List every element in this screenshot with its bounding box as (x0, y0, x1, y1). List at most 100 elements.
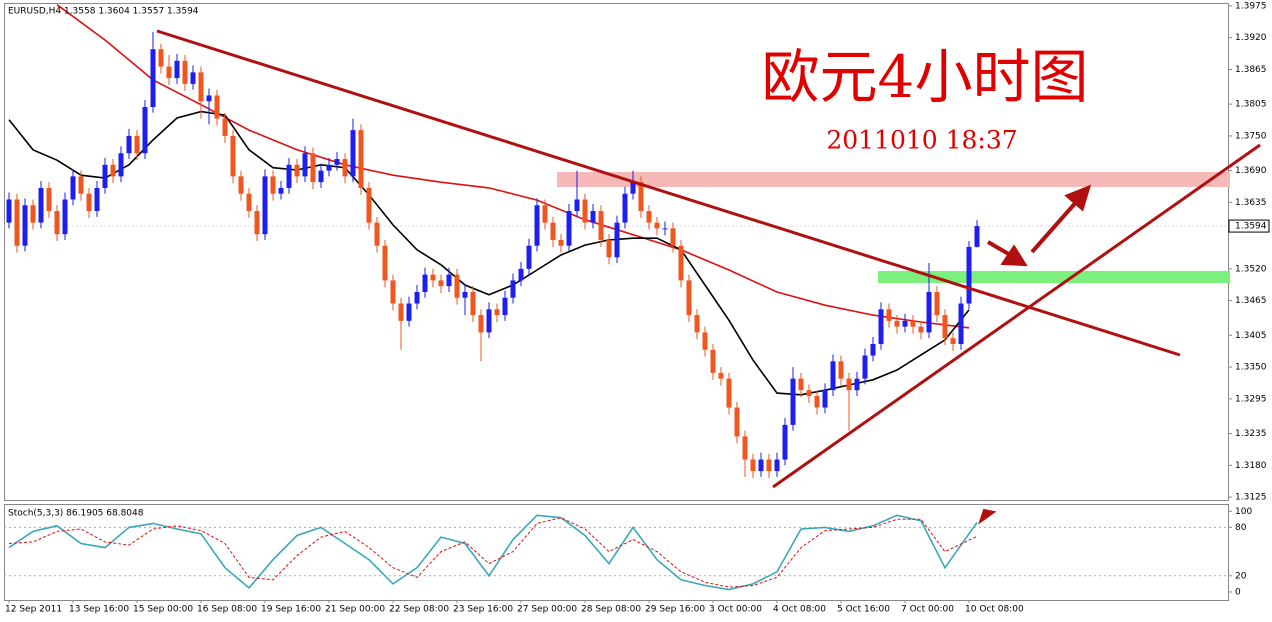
candle-body (150, 49, 156, 108)
x-tick-label: 3 Oct 00:00 (709, 605, 762, 615)
candle-body (806, 390, 812, 396)
stoch-label: Stoch(5,3,3) 86.1905 68.8048 (8, 509, 144, 519)
candle-body (318, 170, 324, 183)
candle-body (262, 176, 268, 235)
candle-body (638, 182, 644, 212)
candle-body (102, 164, 108, 188)
last-price-box (1228, 219, 1270, 233)
x-tick-label: 12 Sep 2011 (5, 605, 62, 615)
candle-body (422, 274, 428, 292)
candle-body (6, 199, 12, 223)
x-tick-label: 10 Oct 08:00 (965, 605, 1024, 615)
candle-body (86, 193, 92, 212)
candle-body (374, 222, 380, 246)
candle-body (870, 343, 876, 356)
y-tick-label: 1.3750 (1235, 131, 1267, 141)
candle-body (662, 228, 668, 230)
candle-body (846, 378, 852, 391)
candle-body (126, 135, 132, 154)
candle-body (958, 303, 964, 344)
x-tick-label: 22 Sep 08:00 (389, 605, 449, 615)
candle-body (726, 378, 732, 408)
candle-body (798, 378, 804, 391)
candle-body (758, 459, 764, 472)
candle-body (134, 135, 140, 154)
candle-body (782, 424, 788, 460)
candle-body (550, 222, 556, 240)
arrow-head (1000, 244, 1028, 267)
candle-body (830, 361, 836, 391)
candle-body (254, 211, 260, 235)
candle-body (934, 291, 940, 316)
candle-body (30, 205, 36, 223)
x-tick-label: 5 Oct 16:00 (837, 605, 890, 615)
candle-body (326, 164, 332, 171)
candle-body (558, 239, 564, 246)
annotation-time: 2011010 18:37 (826, 126, 1017, 155)
candle-body (70, 176, 76, 200)
candle-body (278, 187, 284, 194)
x-tick-label: 21 Sep 00:00 (325, 605, 385, 615)
candle-body (494, 309, 500, 316)
last-price-label: 1.3594 (1235, 222, 1267, 232)
candle-body (366, 187, 372, 223)
candle-body (54, 211, 60, 235)
candle-body (974, 226, 980, 247)
candle-body (158, 49, 164, 67)
candle-body (406, 303, 412, 321)
y-tick-label: 1.3295 (1235, 394, 1267, 404)
stoch-frame (4, 504, 1229, 601)
x-tick-label: 15 Sep 00:00 (133, 605, 193, 615)
candle-body (630, 182, 636, 194)
candle-body (654, 222, 660, 229)
candle-body (926, 291, 932, 333)
y-tick-label: 1.3465 (1235, 296, 1267, 306)
candle-body (566, 211, 572, 246)
candle-body (702, 332, 708, 350)
candle-body (382, 245, 388, 281)
candle-body (502, 297, 508, 316)
candle-body (510, 280, 516, 298)
candle-body (582, 199, 588, 223)
candle-body (398, 303, 404, 321)
candle-body (766, 459, 772, 472)
candle-body (966, 246, 972, 304)
x-tick-label: 16 Sep 08:00 (197, 605, 257, 615)
x-tick-label: 23 Sep 16:00 (453, 605, 513, 615)
candle-body (238, 176, 244, 194)
x-tick-label: 19 Sep 16:00 (261, 605, 321, 615)
candle-body (878, 309, 884, 344)
candle-body (710, 349, 716, 373)
candle-body (46, 187, 52, 212)
candle-body (198, 72, 204, 102)
candle-body (518, 268, 524, 281)
resistance-zone (557, 172, 1230, 187)
candle-body (294, 164, 300, 177)
y-tick-label: 1.3405 (1235, 331, 1267, 341)
candle-body (470, 291, 476, 316)
candle-body (750, 459, 756, 472)
candle-body (222, 118, 228, 136)
candle-body (78, 176, 84, 194)
x-tick-label: 29 Sep 16:00 (645, 605, 705, 615)
arrow (1030, 198, 1080, 254)
candle-body (414, 291, 420, 304)
arrows (978, 184, 1092, 525)
candle-body (166, 66, 172, 79)
candle-body (350, 130, 356, 177)
y-tick-label: 80 (1235, 523, 1247, 533)
candle-body (110, 164, 116, 177)
candle-body (430, 274, 436, 281)
y-tick-label: 20 (1235, 571, 1247, 581)
main-frame (4, 3, 1229, 501)
candle-body (334, 159, 340, 165)
candle-body (38, 187, 44, 223)
candle-body (950, 338, 956, 344)
candle-body (446, 274, 452, 287)
candle-body (182, 60, 188, 84)
candle-body (670, 228, 676, 246)
candle-body (542, 205, 548, 223)
candle-body (718, 372, 724, 379)
candle-body (886, 309, 892, 321)
